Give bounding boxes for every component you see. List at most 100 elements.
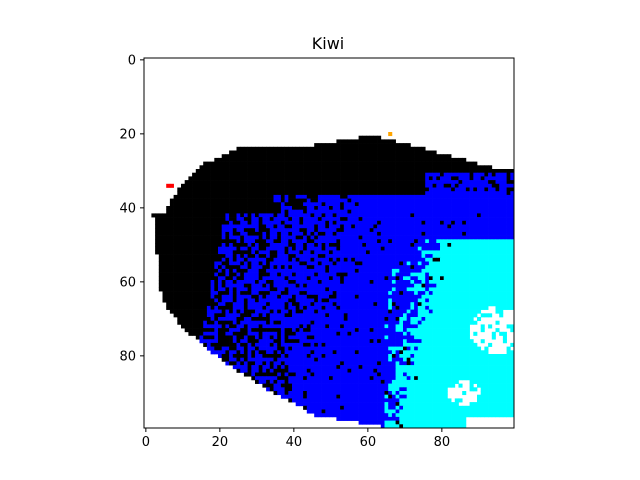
heatmap-cell: [199, 320, 204, 325]
heatmap-cell: [292, 350, 297, 355]
heatmap-cell: [454, 261, 459, 266]
heatmap-cell: [395, 276, 400, 281]
heatmap-cell: [380, 143, 385, 148]
heatmap-cell: [210, 283, 215, 288]
heatmap-cell: [362, 313, 367, 318]
heatmap-cell: [277, 235, 282, 240]
heatmap-cell: [262, 309, 267, 314]
heatmap-cell: [369, 324, 374, 329]
heatmap-cell: [262, 280, 267, 285]
heatmap-cell: [336, 320, 341, 325]
heatmap-cell: [218, 176, 223, 181]
heatmap-cell: [432, 302, 437, 307]
heatmap-cell: [310, 154, 315, 159]
heatmap-cell: [210, 180, 215, 185]
heatmap-cell: [273, 231, 278, 236]
heatmap-cell: [332, 298, 337, 303]
heatmap-cell: [340, 209, 345, 214]
heatmap-cell: [184, 191, 189, 196]
heatmap-cell: [458, 180, 463, 185]
heatmap-cell: [336, 176, 341, 181]
heatmap-cell: [247, 187, 252, 192]
heatmap-cell: [314, 254, 319, 259]
heatmap-cell: [255, 276, 260, 281]
heatmap-cell: [369, 246, 374, 251]
heatmap-cell: [280, 298, 285, 303]
heatmap-cell: [332, 231, 337, 236]
heatmap-cell: [351, 291, 356, 296]
heatmap-cell: [351, 276, 356, 281]
heatmap-cell: [292, 161, 297, 166]
heatmap-cell: [362, 283, 367, 288]
heatmap-cell: [417, 165, 422, 170]
heatmap-cell: [406, 287, 411, 292]
heatmap-cell: [462, 350, 467, 355]
heatmap-cell: [395, 302, 400, 307]
heatmap-cell: [181, 291, 186, 296]
heatmap-cell: [251, 313, 256, 318]
heatmap-cell: [369, 194, 374, 199]
heatmap-cell: [240, 191, 245, 196]
heatmap-cell: [262, 213, 267, 218]
heatmap-cell: [284, 339, 289, 344]
heatmap-cell: [306, 150, 311, 155]
heatmap-cell: [362, 169, 367, 174]
heatmap-cell: [195, 202, 200, 207]
heatmap-cell: [340, 342, 345, 347]
heatmap-cell: [458, 305, 463, 310]
heatmap-cell: [173, 305, 178, 310]
heatmap-cell: [325, 150, 330, 155]
heatmap-cell: [288, 280, 293, 285]
heatmap-cell: [273, 206, 278, 211]
heatmap-cell: [332, 265, 337, 270]
heatmap-cell: [306, 294, 311, 299]
heatmap-cell: [440, 161, 445, 166]
heatmap-cell: [325, 305, 330, 310]
heatmap-cell: [451, 305, 456, 310]
heatmap-cell: [491, 213, 496, 218]
heatmap-cell: [317, 176, 322, 181]
heatmap-cell: [306, 328, 311, 333]
heatmap-cell: [273, 339, 278, 344]
heatmap-cell: [229, 335, 234, 340]
heatmap-cell: [166, 228, 171, 233]
heatmap-cell: [414, 331, 419, 336]
heatmap-cell: [491, 250, 496, 255]
heatmap-cell: [221, 276, 226, 281]
heatmap-cell: [299, 324, 304, 329]
heatmap-cell: [184, 257, 189, 262]
heatmap-cell: [403, 287, 408, 292]
heatmap-cell: [477, 209, 482, 214]
heatmap-cell: [343, 139, 348, 144]
heatmap-cell: [421, 213, 426, 218]
heatmap-cell: [340, 276, 345, 281]
heatmap-cell: [284, 202, 289, 207]
heatmap-cell: [343, 324, 348, 329]
heatmap-cell: [240, 287, 245, 292]
heatmap-cell: [432, 187, 437, 192]
heatmap-cell: [373, 339, 378, 344]
heatmap-cell: [447, 320, 452, 325]
heatmap-cell: [251, 213, 256, 218]
heatmap-cell: [277, 206, 282, 211]
heatmap-cell: [465, 250, 470, 255]
heatmap-cell: [417, 342, 422, 347]
heatmap-cell: [214, 235, 219, 240]
heatmap-cell: [451, 302, 456, 307]
heatmap-cell: [443, 154, 448, 159]
heatmap-cell: [462, 331, 467, 336]
heatmap-cell: [477, 298, 482, 303]
heatmap-cell: [421, 305, 426, 310]
heatmap-cell: [177, 224, 182, 229]
heatmap-cell: [292, 280, 297, 285]
heatmap-cell: [292, 276, 297, 281]
heatmap-cell: [380, 202, 385, 207]
heatmap-cell: [347, 339, 352, 344]
heatmap-cell: [399, 183, 404, 188]
heatmap-cell: [369, 224, 374, 229]
heatmap-cell: [406, 291, 411, 296]
heatmap-cell: [458, 331, 463, 336]
heatmap-cell: [343, 180, 348, 185]
heatmap-cell: [369, 265, 374, 270]
heatmap-cell: [366, 217, 371, 222]
